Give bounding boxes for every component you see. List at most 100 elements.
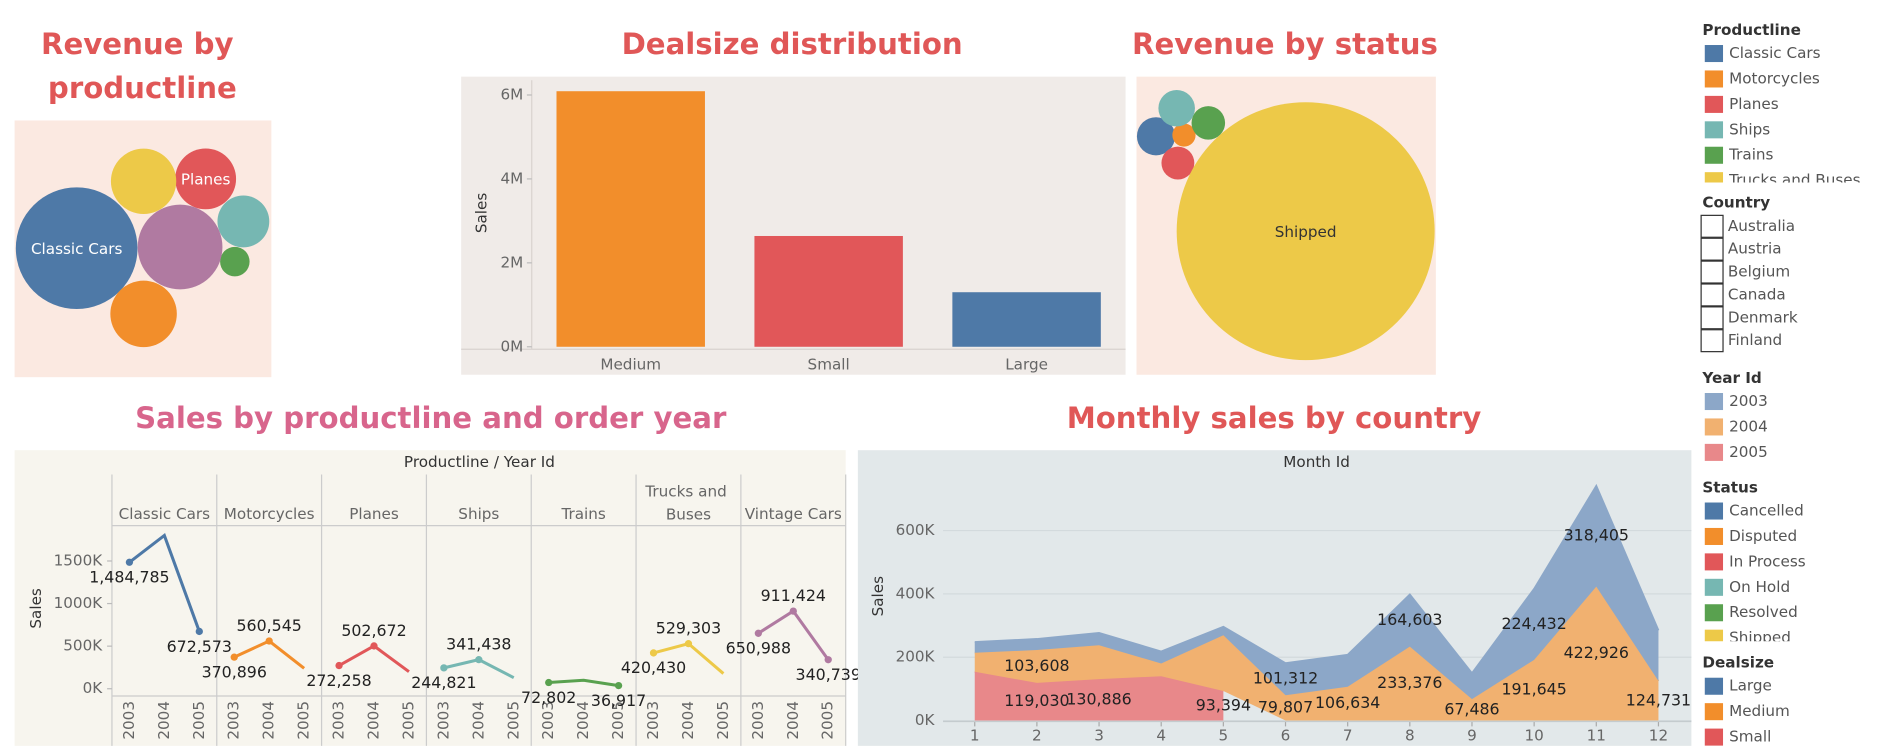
legend-label[interactable]: 2004 — [1729, 417, 1768, 435]
legend: Year Id 2003 2004 2005 — [1701, 369, 1768, 461]
legend-title: Country — [1702, 194, 1770, 212]
data-label: 164,603 — [1377, 610, 1442, 629]
legend-label[interactable]: In Process — [1729, 552, 1806, 570]
point — [649, 649, 658, 657]
chart-title: Monthly sales by country — [1067, 401, 1482, 435]
panel-header: Ships — [458, 505, 499, 523]
legend-label[interactable]: Classic Cars — [1729, 44, 1821, 62]
legend-label[interactable]: Large — [1729, 677, 1772, 695]
legend-swatch[interactable] — [1704, 172, 1724, 189]
chart-title: Dealsize distribution — [622, 27, 963, 61]
legend-label[interactable]: Trains — [1728, 146, 1773, 164]
legend-title: Status — [1702, 478, 1758, 496]
legend: Status Cancelled Disputed In Process On Hold… — [1702, 478, 1806, 647]
x-tick-label: 2003 — [749, 701, 767, 740]
bubble — [15, 187, 138, 310]
checkbox[interactable] — [1700, 260, 1724, 284]
legend-label[interactable]: Cancelled — [1729, 502, 1804, 520]
legend-label[interactable]: Canada — [1728, 285, 1786, 303]
checkbox[interactable] — [1700, 283, 1724, 307]
y-tick-label: 0M — [500, 337, 523, 355]
legend-swatch[interactable] — [1704, 70, 1724, 88]
legend-label[interactable]: Austria — [1728, 240, 1782, 258]
legend-label[interactable]: Finland — [1728, 331, 1782, 349]
y-tick-label: 200K — [896, 648, 936, 666]
legend-title: Productline — [1702, 21, 1801, 39]
x-tick-label: 2004 — [784, 701, 802, 740]
legend-title: Year Id — [1701, 369, 1761, 387]
point — [614, 681, 623, 690]
legend-swatch[interactable] — [1704, 527, 1724, 545]
bubble — [1172, 123, 1196, 147]
legend-label[interactable]: Trucks and Buses — [1728, 171, 1861, 189]
y-tick-label: 0K — [83, 679, 104, 697]
data-label: 370,896 — [202, 662, 267, 681]
x-tick-label: 2003 — [644, 701, 662, 740]
legend-swatch[interactable] — [1704, 95, 1724, 113]
x-tick-label: 2005 — [609, 701, 627, 740]
point — [824, 656, 832, 664]
bubble — [110, 148, 177, 214]
legend-swatch[interactable] — [1704, 629, 1724, 647]
data-label: 272,258 — [306, 671, 371, 690]
legend-label[interactable]: Ships — [1729, 120, 1770, 138]
legend-swatch[interactable] — [1704, 728, 1724, 746]
bubble-label: Shipped — [1275, 223, 1337, 241]
legend-swatch[interactable] — [1704, 121, 1724, 139]
legend-swatch[interactable] — [1704, 393, 1724, 411]
legend-label[interactable]: Shipped — [1729, 629, 1791, 647]
point — [230, 653, 238, 661]
legend-swatch[interactable] — [1704, 553, 1724, 571]
y-tick-label: 400K — [896, 584, 936, 602]
legend-swatch[interactable] — [1704, 578, 1724, 596]
y-tick-label: 2M — [500, 253, 523, 271]
legend-swatch[interactable] — [1704, 502, 1724, 520]
chart-title: Sales by productline and order year — [135, 401, 727, 435]
checkbox[interactable] — [1700, 237, 1724, 261]
legend-swatch[interactable] — [1704, 604, 1724, 622]
data-label: 340,739 — [796, 665, 861, 684]
checkbox[interactable] — [1700, 306, 1724, 330]
y-tick-label: 6M — [500, 85, 523, 103]
x-tick-label: 3 — [1094, 727, 1104, 745]
point — [440, 664, 448, 672]
point — [684, 640, 693, 648]
data-label: 93,394 — [1196, 695, 1251, 714]
area-line — [974, 483, 1660, 675]
line — [548, 678, 619, 688]
legend-label[interactable]: Medium — [1729, 702, 1790, 720]
legend-label[interactable]: Small — [1729, 728, 1771, 746]
x-tick-label: 2003 — [225, 701, 243, 740]
legend-swatch[interactable] — [1704, 45, 1724, 63]
data-label: 529,303 — [656, 619, 721, 638]
legend-label[interactable]: Motorcycles — [1729, 69, 1820, 87]
legend-label[interactable]: 2003 — [1729, 392, 1768, 410]
legend-swatch[interactable] — [1704, 443, 1724, 461]
point — [754, 629, 762, 637]
data-label: 119,030 — [1004, 691, 1069, 710]
data-label: 124,731 — [1626, 690, 1691, 709]
data-label: 318,405 — [1564, 526, 1629, 545]
legend-label[interactable]: Disputed — [1729, 527, 1797, 545]
checkbox[interactable] — [1700, 329, 1724, 353]
legend-label[interactable]: Belgium — [1728, 263, 1790, 281]
y-tick-label: 1000K — [54, 594, 104, 612]
legend-label[interactable]: Planes — [1729, 95, 1779, 113]
x-tick-label: 2005 — [819, 701, 837, 740]
legend-label[interactable]: Denmark — [1728, 308, 1798, 326]
legend-swatch[interactable] — [1704, 418, 1724, 436]
legend-label[interactable]: 2005 — [1729, 443, 1768, 461]
data-label: 560,545 — [237, 616, 302, 635]
x-tick-label: 2003 — [539, 701, 557, 740]
legend-label[interactable]: Resolved — [1729, 603, 1798, 621]
legend-swatch[interactable] — [1704, 677, 1724, 695]
legend-swatch[interactable] — [1704, 703, 1724, 721]
checkbox[interactable] — [1700, 214, 1724, 238]
x-tick-label: 2004 — [469, 701, 487, 740]
legend-label[interactable]: Australia — [1728, 217, 1795, 235]
data-label: 422,926 — [1564, 643, 1629, 662]
panel-header: Trains — [560, 505, 605, 523]
legend-swatch[interactable] — [1704, 146, 1724, 164]
legend-label[interactable]: On Hold — [1729, 578, 1790, 596]
